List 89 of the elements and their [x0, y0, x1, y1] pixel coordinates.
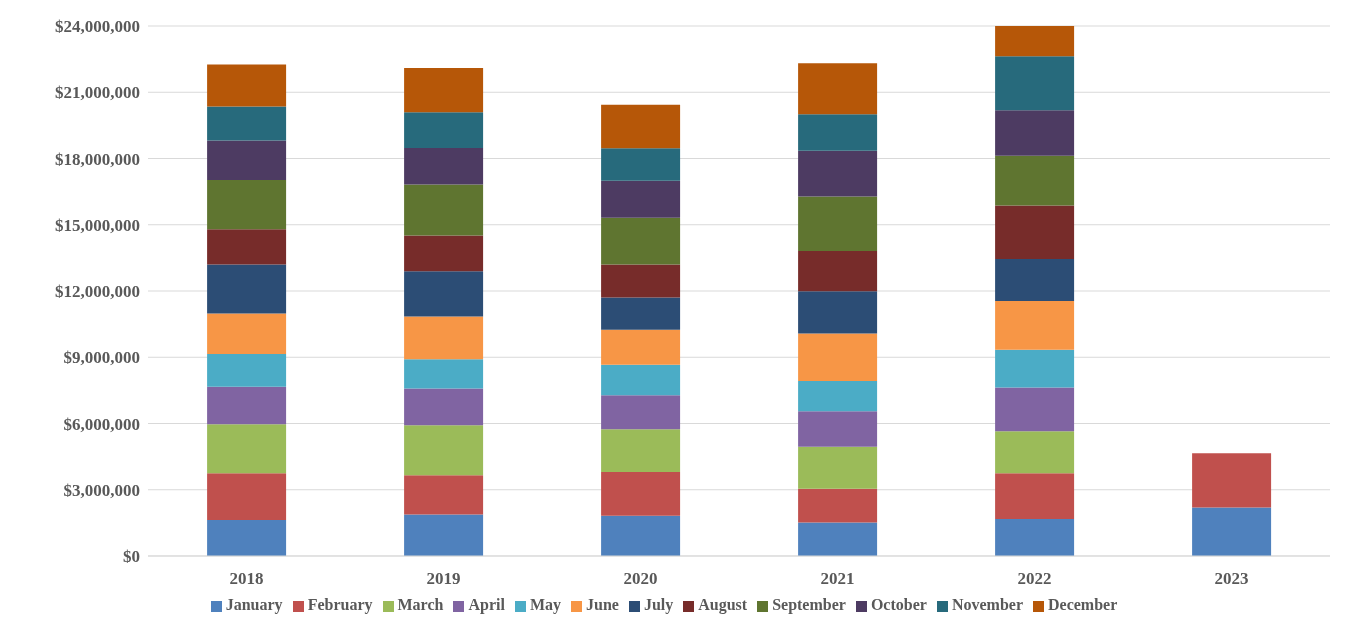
- bar: [404, 316, 484, 360]
- y-tick-label: $6,000,000: [63, 414, 140, 434]
- bar: [207, 140, 287, 180]
- bar: [601, 148, 681, 181]
- bar: [207, 179, 287, 230]
- bar: [404, 67, 484, 113]
- legend-label: November: [951, 596, 1023, 613]
- bar: [404, 235, 484, 272]
- bar: [995, 56, 1075, 111]
- bar: [404, 271, 484, 317]
- bar: [798, 291, 878, 334]
- x-tick-label: 2022: [1017, 569, 1052, 589]
- bar: [404, 475, 484, 515]
- bar: [798, 446, 878, 489]
- bar: [798, 380, 878, 412]
- bar: [995, 110, 1075, 156]
- y-tick-label: $15,000,000: [55, 215, 140, 235]
- bar: [798, 522, 878, 556]
- bar: [207, 229, 287, 265]
- y-tick-label: $21,000,000: [55, 83, 140, 103]
- bar: [798, 114, 878, 151]
- bar: [207, 424, 287, 474]
- legend-label: July: [643, 596, 674, 613]
- bar: [995, 473, 1075, 519]
- bar: [601, 395, 681, 430]
- bar: [995, 300, 1075, 350]
- bar: [601, 264, 681, 298]
- x-tick-label: 2018: [229, 569, 264, 589]
- bar: [995, 205, 1075, 259]
- bar: [404, 184, 484, 236]
- bar: [207, 520, 287, 556]
- bar: [798, 150, 878, 197]
- bar: [995, 349, 1075, 388]
- bar: [995, 431, 1075, 474]
- bar: [207, 264, 287, 314]
- bar: [207, 353, 287, 387]
- bar: [601, 180, 681, 218]
- legend-label: June: [585, 596, 619, 613]
- legend-label: March: [397, 596, 444, 613]
- legend-label: May: [529, 596, 561, 613]
- y-tick-label: $24,000,000: [55, 17, 140, 37]
- legend-label: February: [307, 596, 373, 613]
- x-tick-label: 2020: [623, 569, 658, 589]
- legend-label: December: [1047, 596, 1118, 613]
- bar: [995, 258, 1075, 301]
- legend-label: September: [772, 596, 846, 613]
- bar: [404, 388, 484, 426]
- bar: [1192, 507, 1272, 556]
- y-tick-label: $12,000,000: [55, 282, 140, 302]
- legend-label: April: [468, 596, 505, 613]
- bar: [798, 411, 878, 447]
- bar: [601, 364, 681, 396]
- bar: [404, 425, 484, 476]
- bar: [601, 104, 681, 149]
- y-tick-label: $9,000,000: [63, 348, 140, 368]
- legend-label: January: [225, 596, 283, 613]
- bar: [601, 329, 681, 365]
- bar: [995, 26, 1075, 57]
- y-tick-label: $3,000,000: [63, 480, 140, 500]
- bar: [207, 64, 287, 107]
- bar: [601, 217, 681, 265]
- bar: [995, 518, 1075, 556]
- bar: [798, 333, 878, 381]
- legend-label: August: [698, 596, 748, 613]
- bar: [798, 63, 878, 115]
- bar: [404, 359, 484, 389]
- bar: [1192, 453, 1272, 508]
- bar: [601, 429, 681, 473]
- bar: [404, 112, 484, 148]
- bar: [207, 386, 287, 425]
- legend-label: October: [870, 596, 927, 613]
- x-tick-label: 2023: [1214, 569, 1249, 589]
- bar: [601, 515, 681, 556]
- y-tick-label: $0: [123, 547, 140, 567]
- bar: [404, 147, 484, 185]
- bar: [404, 514, 484, 556]
- bar: [995, 387, 1075, 432]
- y-tick-label: $18,000,000: [55, 149, 140, 169]
- bar: [798, 251, 878, 292]
- bar: [798, 196, 878, 252]
- bar: [207, 106, 287, 141]
- x-tick-label: 2019: [426, 569, 461, 589]
- bar: [207, 473, 287, 520]
- bar: [798, 488, 878, 523]
- x-tick-label: 2021: [820, 569, 855, 589]
- bar: [601, 297, 681, 330]
- bar: [995, 155, 1075, 206]
- bar: [601, 472, 681, 516]
- bar: [207, 313, 287, 354]
